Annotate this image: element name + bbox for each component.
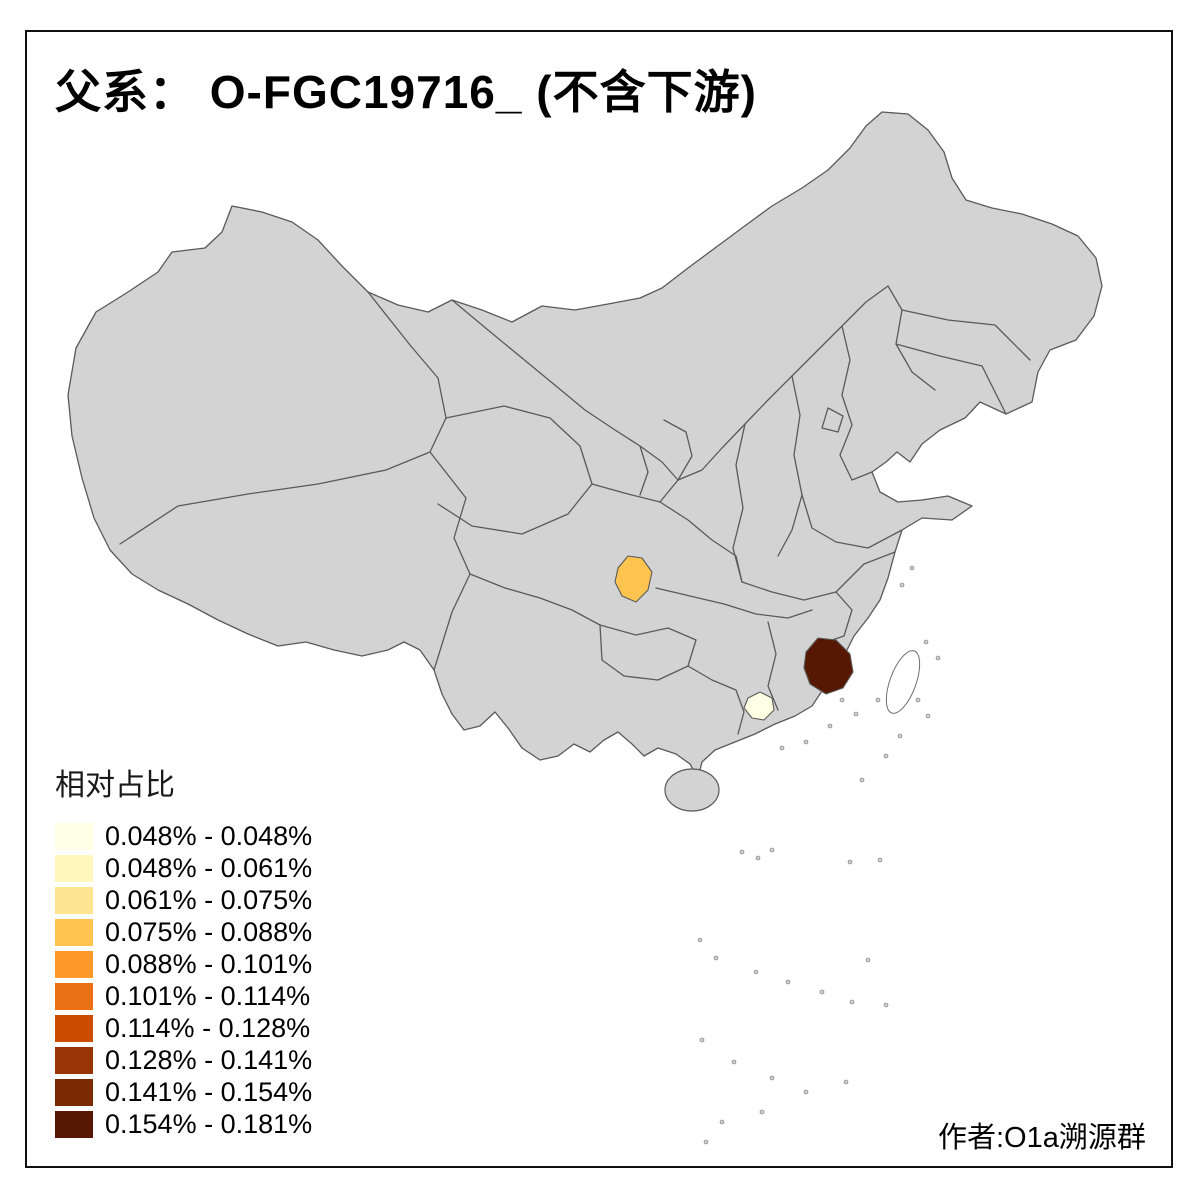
legend-label: 0.048% - 0.061% xyxy=(105,852,313,883)
legend-swatch xyxy=(55,918,93,946)
legend: 相对占比 0.048% - 0.048% 0.048% - 0.061% 0.0… xyxy=(55,760,312,1140)
legend-swatch xyxy=(55,1014,93,1042)
map-region-central-orange xyxy=(614,555,653,603)
attribution-text: 作者:O1a溯源群 xyxy=(938,1122,1146,1154)
map-region-southeast-dark xyxy=(803,637,854,695)
map-region-south-pale xyxy=(743,691,775,721)
legend-label: 0.075% - 0.088% xyxy=(105,916,313,947)
legend-label: 0.048% - 0.048% xyxy=(105,820,313,851)
legend-label: 0.114% - 0.128% xyxy=(105,1012,311,1043)
taiwan-island xyxy=(885,650,921,714)
legend-row: 0.061% - 0.075% xyxy=(55,884,312,916)
legend-row: 0.048% - 0.061% xyxy=(55,852,312,884)
legend-label: 0.128% - 0.141% xyxy=(105,1044,313,1075)
province-borders xyxy=(119,285,1031,735)
hainan-island xyxy=(664,768,720,812)
legend-swatch xyxy=(55,886,93,914)
mainland-landmass xyxy=(67,111,1103,779)
page-title: 父系： O-FGC19716_ (不含下游) xyxy=(55,66,757,118)
legend-row: 0.128% - 0.141% xyxy=(55,1044,312,1076)
legend-label: 0.088% - 0.101% xyxy=(105,948,313,979)
legend-title: 相对占比 xyxy=(55,769,175,802)
legend-row: 0.088% - 0.101% xyxy=(55,948,312,980)
legend-swatch xyxy=(55,854,93,882)
small-islands xyxy=(697,565,941,1145)
legend-row: 0.101% - 0.114% xyxy=(55,980,312,1012)
legend-label: 0.154% - 0.181% xyxy=(105,1108,313,1139)
legend-row: 0.048% - 0.048% xyxy=(55,820,312,852)
legend-label: 0.101% - 0.114% xyxy=(105,980,311,1011)
legend-swatch xyxy=(55,1046,93,1074)
legend-swatch xyxy=(55,950,93,978)
legend-swatch xyxy=(55,982,93,1010)
legend-row: 0.114% - 0.128% xyxy=(55,1012,312,1044)
legend-swatch xyxy=(55,1078,93,1106)
legend-label: 0.061% - 0.075% xyxy=(105,884,313,915)
legend-row: 0.154% - 0.181% xyxy=(55,1108,312,1140)
legend-row: 0.075% - 0.088% xyxy=(55,916,312,948)
legend-row: 0.141% - 0.154% xyxy=(55,1076,312,1108)
legend-swatch xyxy=(55,1110,93,1138)
legend-label: 0.141% - 0.154% xyxy=(105,1076,313,1107)
legend-swatch xyxy=(55,822,93,850)
